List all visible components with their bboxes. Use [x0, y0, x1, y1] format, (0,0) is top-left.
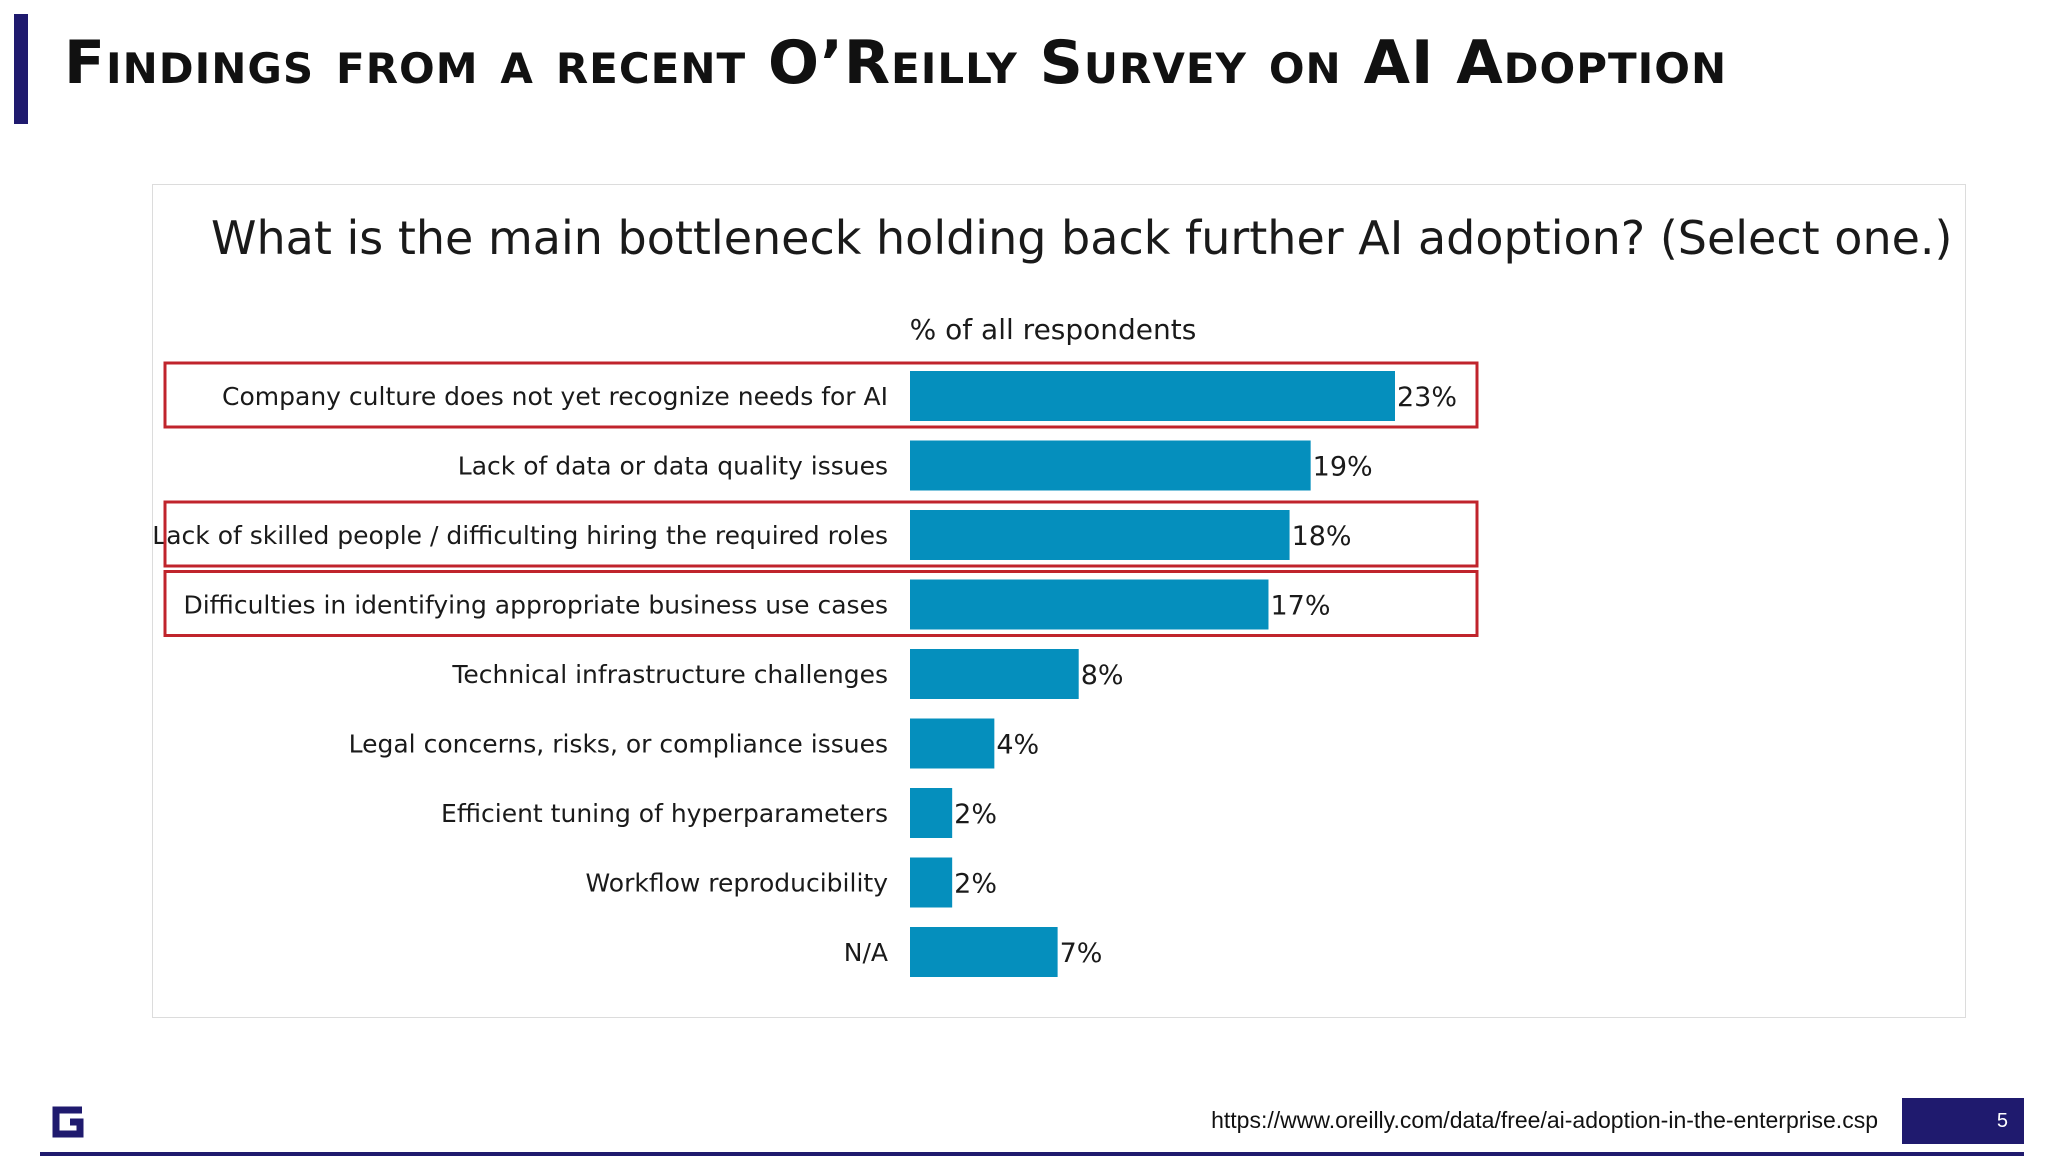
category-label: Company culture does not yet recognize n…	[222, 382, 888, 411]
highlight-box	[163, 361, 1479, 429]
highlight-box	[163, 500, 1479, 568]
data-label: 8%	[1081, 660, 1124, 691]
data-label: 17%	[1270, 591, 1330, 622]
data-label: 4%	[996, 730, 1039, 761]
bar	[910, 927, 1058, 977]
data-label: 7%	[1060, 938, 1103, 969]
category-label: Efficient tuning of hyperparameters	[441, 799, 888, 828]
category-label: Legal concerns, risks, or compliance iss…	[349, 730, 888, 759]
category-label: Lack of skilled people / difficulting hi…	[153, 521, 888, 550]
chart-title: What is the main bottleneck holding back…	[211, 211, 1953, 265]
category-label: Technical infrastructure challenges	[451, 660, 888, 689]
data-label: 2%	[954, 869, 997, 900]
category-label: Lack of data or data quality issues	[458, 452, 888, 481]
category-label: N/A	[844, 938, 888, 967]
bar	[910, 510, 1290, 560]
title-accent-bar	[14, 14, 28, 124]
data-label: 23%	[1397, 382, 1457, 413]
page-number: 5	[1996, 1110, 2008, 1132]
data-label: 2%	[954, 799, 997, 830]
chart-frame: What is the main bottleneck holding back…	[152, 184, 1966, 1018]
bar	[910, 440, 1311, 491]
bar	[910, 579, 1269, 630]
footer-rule	[40, 1152, 2024, 1156]
source-url[interactable]: https://www.oreilly.com/data/free/ai-ado…	[1211, 1107, 1878, 1133]
g-logo-icon	[52, 1106, 84, 1138]
bar	[910, 649, 1079, 699]
data-label: 19%	[1313, 452, 1373, 483]
category-label: Workflow reproducibility	[586, 869, 889, 898]
page-number-badge: 5	[1902, 1098, 2024, 1144]
bar	[910, 788, 953, 838]
slide-title: Findings from a recent O’Reilly Survey o…	[64, 28, 1728, 98]
category-label: Difficulties in identifying appropriate …	[183, 591, 888, 620]
bar	[910, 371, 1395, 421]
bar	[910, 718, 995, 769]
bar	[910, 857, 953, 908]
x-axis-label: % of all respondents	[910, 313, 1197, 346]
bar-chart: % of all respondents Company culture does…	[153, 313, 1479, 977]
highlight-box	[163, 570, 1479, 637]
data-label: 18%	[1292, 521, 1352, 552]
